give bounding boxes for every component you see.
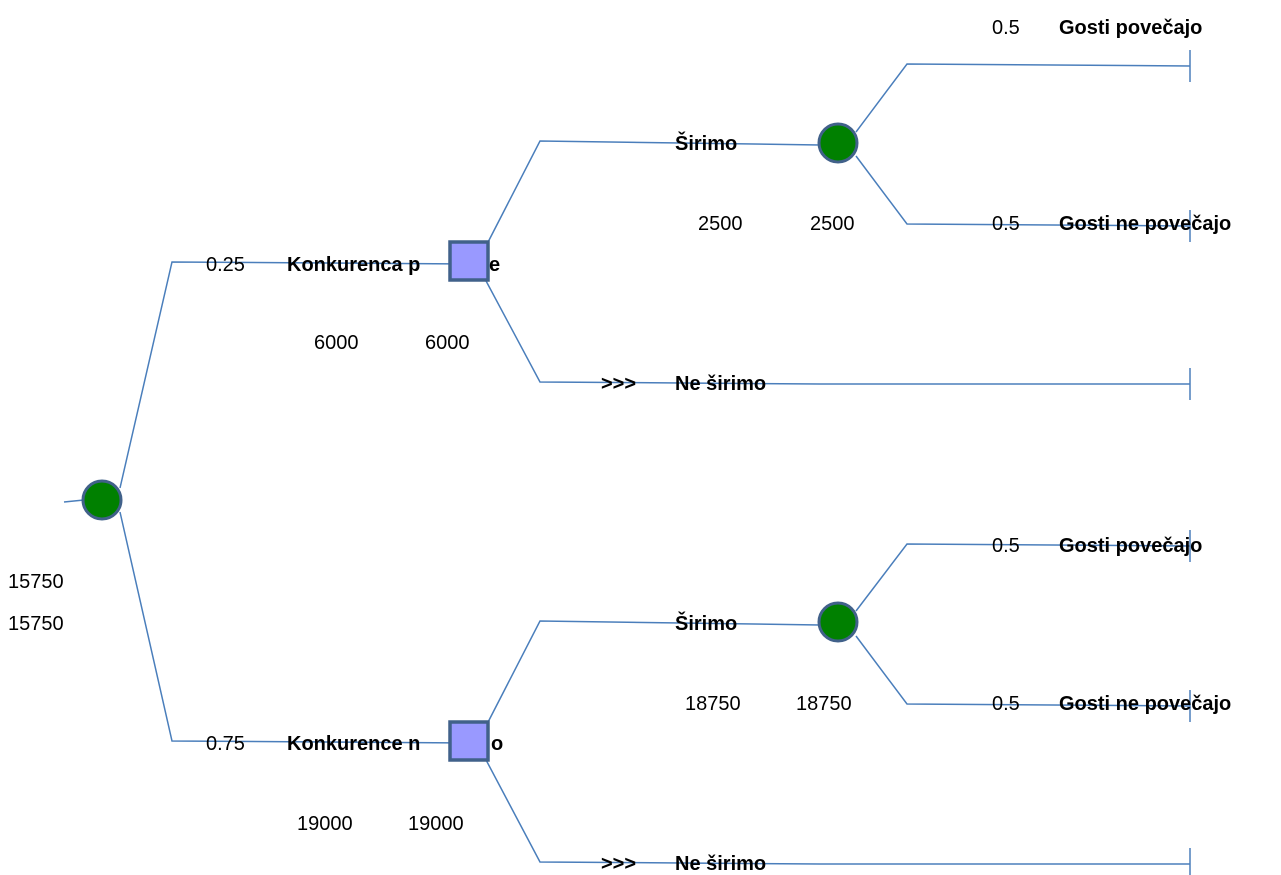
bottom-outcome-down-label: Gosti ne povečajo — [1059, 693, 1231, 715]
root-value-2: 15750 — [8, 613, 64, 635]
top-branch-label: Konkurenca p — [287, 254, 420, 276]
edge-top-guests-increase — [855, 63, 1191, 133]
top-expand-value-1: 2500 — [698, 213, 743, 235]
bottom-outcome-up-probability: 0.5 — [992, 535, 1020, 557]
top-decision-node[interactable] — [448, 240, 490, 282]
top-chance-node[interactable] — [817, 122, 859, 164]
bottom-decision-node[interactable] — [448, 720, 490, 762]
top-outcome-up-label: Gosti povečajo — [1059, 17, 1202, 39]
root-chance-node[interactable] — [81, 479, 123, 521]
top-outcome-up-probability: 0.5 — [992, 17, 1020, 39]
bottom-branch-label: Konkurence n — [287, 733, 420, 755]
bottom-branch-label-tail: o — [491, 733, 503, 755]
top-expand-label: Širimo — [675, 131, 737, 155]
root-value-1: 15750 — [8, 571, 64, 593]
top-branch-value-1: 6000 — [314, 332, 359, 354]
edge-root-to-competition-yes — [119, 261, 471, 489]
top-no-expand-label: Ne širimo — [675, 373, 766, 395]
bottom-branch-probability: 0.75 — [206, 733, 245, 755]
tree-labels: 15750 15750 0.25 Konkurenca p e 6000 600… — [8, 17, 1231, 875]
top-branch-value-2: 6000 — [425, 332, 470, 354]
tree-edges — [63, 50, 1191, 875]
edge-bottom-guests-increase — [855, 543, 1191, 612]
top-outcome-down-label: Gosti ne povečajo — [1059, 213, 1231, 235]
top-outcome-down-probability: 0.5 — [992, 213, 1020, 235]
edge-top-expand — [484, 140, 821, 249]
edge-top-no-expand — [484, 278, 1190, 385]
top-expand-value-2: 2500 — [810, 213, 855, 235]
root-entry-edge — [63, 499, 85, 503]
bottom-branch-value-2: 19000 — [408, 813, 464, 835]
bottom-expand-value-2: 18750 — [796, 693, 852, 715]
tree-nodes — [81, 122, 859, 762]
bottom-no-expand-marker: >>> — [601, 853, 636, 875]
bottom-expand-value-1: 18750 — [685, 693, 741, 715]
edge-top-guests-not-increase — [855, 155, 1191, 227]
bottom-chance-node[interactable] — [817, 601, 859, 643]
bottom-outcome-up-label: Gosti povečajo — [1059, 535, 1202, 557]
top-no-expand-marker: >>> — [601, 373, 636, 395]
top-branch-label-tail: e — [489, 254, 500, 276]
bottom-expand-label: Širimo — [675, 611, 737, 635]
bottom-no-expand-label: Ne širimo — [675, 853, 766, 875]
edge-root-to-competition-no — [119, 511, 471, 744]
bottom-outcome-down-probability: 0.5 — [992, 693, 1020, 715]
top-branch-probability: 0.25 — [206, 254, 245, 276]
edge-bottom-no-expand — [484, 757, 1190, 865]
bottom-branch-value-1: 19000 — [297, 813, 353, 835]
edge-bottom-guests-not-increase — [855, 635, 1191, 707]
edge-bottom-expand — [484, 620, 821, 729]
